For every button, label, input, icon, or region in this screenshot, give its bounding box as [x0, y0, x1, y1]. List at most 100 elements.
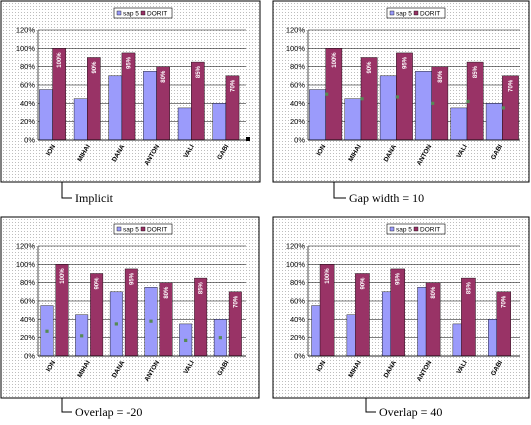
legend-label-dorit: DORIT: [147, 11, 167, 18]
y-tick-label: 80%: [290, 278, 305, 287]
bar-sap5: [212, 103, 227, 141]
legend-label-sap5: sap 5: [396, 227, 412, 234]
data-label: 90%: [367, 61, 373, 74]
data-label: 70%: [508, 79, 514, 92]
callout-line-overlap-pos: [365, 398, 376, 413]
data-label: 95%: [129, 272, 135, 285]
data-label: 70%: [233, 295, 239, 308]
chart-panel-overlap-pos: sap 5 DORIT 0% 20% 40% 60% 80% 100% 120% 100% ION 9…: [272, 216, 530, 399]
data-label: 85%: [196, 65, 202, 78]
chart-panel-gap-width: sap 5 DORIT 0% 20% 40% 60% 80% 100% 120% 100% ION 9…: [272, 0, 530, 183]
bar-sap5: [309, 89, 326, 141]
legend-swatch-sap5: [116, 226, 122, 232]
data-label: 100%: [57, 52, 63, 68]
bar-sap5: [108, 75, 123, 141]
x-category-label: ION: [316, 359, 328, 373]
chart-panel-overlap-neg: sap 5 DORIT 0% 20% 40% 60% 80% 100% 120% 100% ION 9…: [0, 216, 260, 399]
bar-sap5: [177, 107, 192, 141]
bar-sap5: [39, 89, 53, 141]
y-tick-label: 120%: [16, 242, 36, 251]
y-tick-label: 40%: [20, 315, 35, 324]
series-marker: [466, 99, 470, 104]
y-tick-label: 80%: [20, 278, 35, 287]
legend-label-sap5: sap 5: [123, 227, 139, 234]
bar-sap5: [143, 71, 157, 141]
data-label: 100%: [325, 268, 331, 284]
x-category-label: ION: [45, 359, 57, 373]
legend-label-dorit: DORIT: [420, 11, 440, 18]
y-tick-label: 100%: [286, 44, 306, 53]
legend-swatch-sap5: [389, 226, 395, 232]
series-marker: [45, 329, 49, 333]
bar-sap5: [379, 75, 397, 141]
callout-line-implicit: [61, 182, 72, 199]
data-label: 85%: [466, 281, 472, 294]
x-category-label: ION: [45, 143, 57, 157]
y-tick-label: 100%: [286, 260, 306, 269]
legend-swatch-sap5: [116, 10, 122, 16]
y-tick-label: 60%: [290, 297, 305, 306]
y-tick-label: 20%: [290, 117, 305, 126]
y-tick-label: 120%: [286, 26, 306, 35]
data-label: 90%: [92, 61, 98, 74]
y-tick-label: 80%: [20, 62, 35, 71]
data-label: 95%: [126, 56, 132, 69]
y-tick-label: 100%: [16, 44, 36, 53]
series-marker: [395, 95, 399, 99]
series-marker: [80, 334, 84, 338]
y-tick-label: 100%: [16, 260, 36, 269]
callout-line-overlap-neg: [61, 398, 72, 413]
data-label: 80%: [438, 70, 444, 83]
legend-swatch-dorit: [413, 10, 419, 16]
y-tick-label: 80%: [290, 62, 305, 71]
y-tick-label: 40%: [290, 315, 305, 324]
caption-implicit: Implicit: [75, 191, 114, 205]
y-tick-label: 20%: [20, 117, 35, 126]
bar-sap5: [450, 107, 468, 141]
data-label: 100%: [60, 268, 66, 284]
data-label: 85%: [473, 65, 479, 78]
data-label: 80%: [164, 286, 170, 299]
legend-label-sap5: sap 5: [396, 11, 412, 18]
legend-swatch-sap5: [389, 10, 395, 16]
data-label: 70%: [230, 79, 236, 92]
y-tick-label: 40%: [290, 99, 305, 108]
series-marker: [184, 338, 188, 343]
bar-sap5: [73, 98, 88, 141]
bar-sap5: [485, 103, 503, 141]
series-marker: [360, 97, 364, 101]
caption-overlap-neg: Overlap = -20: [75, 405, 142, 419]
series-marker: [149, 319, 153, 323]
data-label: 95%: [396, 272, 402, 285]
legend-label-sap5: sap 5: [123, 11, 139, 18]
x-category-label: ION: [316, 143, 328, 157]
series-marker: [218, 336, 222, 340]
callout-line-gap-width: [333, 182, 346, 199]
y-tick-label: 0%: [24, 352, 35, 361]
data-label: 90%: [95, 277, 101, 290]
bar-sap5: [415, 71, 432, 141]
data-label: 100%: [332, 52, 338, 68]
y-tick-label: 120%: [286, 242, 306, 251]
y-tick-label: 40%: [20, 99, 35, 108]
y-tick-label: 0%: [294, 352, 305, 361]
series-marker: [114, 322, 118, 326]
series-marker: [431, 101, 435, 105]
y-tick-label: 20%: [20, 333, 35, 342]
series-marker: [325, 92, 329, 96]
y-tick-label: 20%: [290, 333, 305, 342]
data-label: 95%: [402, 56, 408, 69]
data-label: 85%: [199, 281, 205, 294]
y-tick-label: 60%: [20, 297, 35, 306]
legend-swatch-dorit: [140, 10, 146, 16]
y-tick-label: 120%: [16, 26, 36, 35]
selection-handle: [246, 137, 250, 141]
y-tick-label: 60%: [290, 81, 305, 90]
caption-gap-width: Gap width = 10: [349, 191, 424, 205]
data-label: 70%: [502, 295, 508, 308]
series-marker: [501, 106, 505, 110]
data-label: 80%: [431, 286, 437, 299]
legend-label-dorit: DORIT: [420, 227, 440, 234]
data-label: 80%: [161, 70, 167, 83]
